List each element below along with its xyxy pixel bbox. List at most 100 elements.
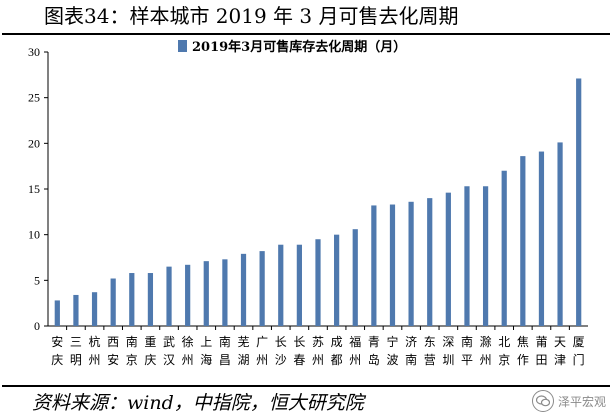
x-tick-label: 岛	[368, 352, 380, 367]
y-tick-label: 5	[34, 273, 40, 287]
x-tick-label: 西	[107, 335, 119, 349]
x-tick-label: 州	[480, 353, 492, 367]
bar	[315, 239, 321, 326]
x-tick-label: 东	[424, 335, 436, 349]
x-tick-label: 春	[293, 353, 305, 367]
y-tick-label: 10	[28, 228, 40, 242]
x-tick-label: 青	[368, 335, 380, 349]
x-tick-label: 田	[535, 353, 547, 367]
x-tick-label: 汉	[163, 353, 175, 367]
title-divider	[2, 33, 610, 35]
x-tick-label: 滁	[480, 334, 492, 349]
x-tick-label: 杭	[89, 334, 101, 349]
bar	[576, 78, 582, 326]
bar	[371, 205, 377, 326]
x-tick-label: 福	[349, 334, 361, 349]
watermark-text: 泽平宏观	[557, 394, 606, 409]
x-tick-label: 昌	[219, 353, 231, 367]
x-tick-label: 天	[554, 335, 566, 349]
x-tick-label: 海	[200, 352, 212, 367]
bar	[54, 300, 60, 326]
x-tick-label: 营	[424, 353, 436, 367]
bar	[334, 234, 340, 326]
x-tick-label: 莆	[535, 335, 547, 349]
x-tick-label: 安	[51, 334, 63, 349]
bar	[259, 251, 265, 326]
x-tick-label: 州	[256, 353, 268, 367]
x-tick-label: 圳	[442, 353, 454, 367]
bar	[445, 192, 451, 326]
x-tick-label: 庆	[51, 353, 63, 367]
bar-chart: 051015202530安庆三明杭州西安南京重庆武汉徐州上海南昌芜湖广州长沙长春…	[28, 39, 588, 367]
source-note: 资料来源：wind，中指院，恒大研究院	[32, 392, 364, 414]
bar	[464, 186, 470, 326]
x-tick-label: 宁	[386, 334, 398, 349]
watermark: 泽平宏观	[531, 388, 606, 414]
x-tick-label: 南	[219, 334, 231, 349]
bar	[408, 201, 414, 326]
y-tick-label: 30	[28, 45, 40, 59]
x-tick-label: 长	[293, 335, 305, 349]
bar	[166, 266, 172, 326]
x-tick-label: 焦	[517, 335, 529, 349]
x-tick-label: 厦	[573, 335, 585, 349]
x-tick-label: 南	[405, 352, 417, 367]
bar	[538, 151, 545, 326]
x-tick-label: 州	[89, 353, 101, 367]
x-tick-label: 州	[349, 353, 361, 367]
bar	[185, 264, 191, 326]
bar	[557, 142, 563, 326]
x-tick-label: 沙	[275, 353, 287, 367]
bar	[427, 198, 433, 326]
y-tick-label: 25	[28, 91, 40, 105]
x-tick-label: 长	[275, 335, 287, 349]
x-tick-label: 平	[461, 353, 473, 367]
bar	[501, 170, 507, 326]
bar	[296, 244, 302, 326]
legend-label: 2019年3月可售库存去化周期（月）	[192, 39, 406, 55]
bar	[147, 273, 154, 326]
y-tick-label: 20	[28, 136, 40, 150]
y-tick-label: 0	[34, 319, 40, 333]
x-tick-label: 作	[517, 353, 529, 367]
figure-title: 图表34：样本城市 2019 年 3 月可售去化周期	[44, 4, 459, 28]
x-tick-label: 波	[386, 353, 398, 367]
x-tick-label: 南	[461, 334, 473, 349]
x-tick-label: 京	[498, 353, 510, 367]
x-tick-label: 湖	[238, 352, 250, 367]
wechat-icon	[531, 390, 554, 412]
source-divider	[2, 385, 610, 387]
bar	[520, 156, 526, 326]
legend-swatch	[178, 40, 187, 52]
x-tick-label: 上	[200, 335, 212, 349]
y-tick-label: 15	[28, 182, 40, 196]
x-tick-label: 京	[126, 353, 138, 367]
x-tick-label: 广	[256, 335, 268, 349]
x-tick-label: 庆	[144, 353, 156, 367]
x-tick-label: 苏	[312, 335, 324, 349]
x-tick-label: 北	[498, 335, 510, 349]
x-tick-label: 门	[573, 352, 585, 367]
bar	[222, 259, 228, 326]
bar	[110, 278, 116, 326]
bar	[389, 204, 396, 326]
x-tick-label: 济	[405, 334, 417, 349]
x-tick-label: 成	[331, 335, 343, 349]
x-tick-label: 安	[107, 352, 119, 367]
bar	[91, 292, 98, 326]
x-tick-label: 三	[70, 335, 82, 349]
bar	[129, 273, 135, 326]
bar	[73, 294, 79, 326]
x-tick-label: 南	[126, 334, 138, 349]
bar	[203, 261, 209, 326]
x-tick-label: 州	[312, 353, 324, 367]
x-tick-label: 深	[442, 335, 454, 349]
x-tick-label: 都	[331, 353, 343, 367]
x-tick-label: 津	[554, 353, 566, 367]
bar	[352, 229, 358, 326]
x-tick-label: 明	[70, 353, 82, 367]
x-tick-label: 芜	[238, 335, 250, 349]
x-tick-label: 州	[182, 353, 194, 367]
bar	[482, 186, 489, 326]
x-tick-label: 重	[144, 335, 156, 349]
